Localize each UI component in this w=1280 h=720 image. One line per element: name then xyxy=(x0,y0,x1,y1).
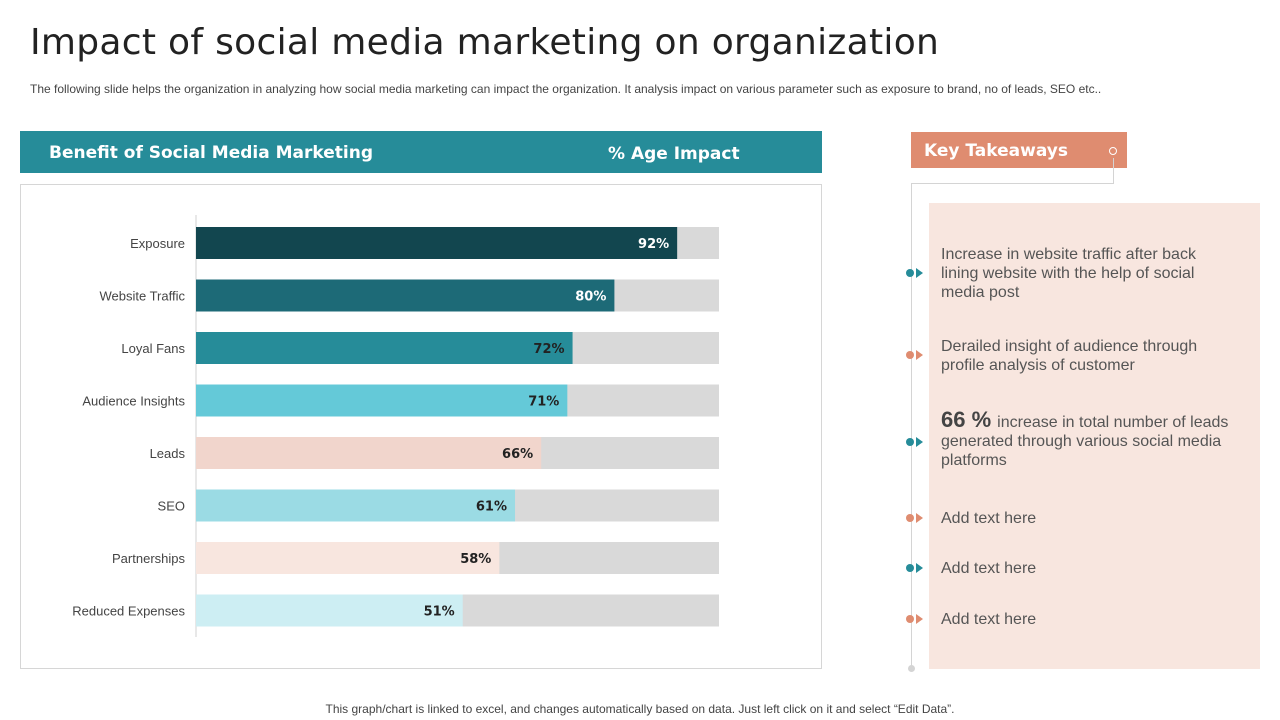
takeaway-item: Add text here xyxy=(941,559,1231,578)
bullet-arrow-icon xyxy=(916,513,923,523)
circle-connector-icon xyxy=(1109,147,1117,155)
category-label: Exposure xyxy=(130,236,185,251)
bar xyxy=(196,594,463,627)
category-label: Loyal Fans xyxy=(121,341,185,356)
page-subtitle: The following slide helps the organizati… xyxy=(30,82,1102,96)
key-takeaways-tab: Key Takeaways xyxy=(911,132,1127,168)
bullet-dot-icon xyxy=(906,438,914,446)
page-title: Impact of social media marketing on orga… xyxy=(30,22,940,63)
bullet-dot-icon xyxy=(906,269,914,277)
takeaway-text: Add text here xyxy=(941,611,1037,628)
bullet-marker-icon xyxy=(906,613,928,625)
bullet-dot-icon xyxy=(906,514,914,522)
chart-header-bar: Benefit of Social Media Marketing % Age … xyxy=(20,131,822,173)
bullet-marker-icon xyxy=(906,436,928,448)
takeaway-text: Add text here xyxy=(941,510,1037,527)
bullet-marker-icon xyxy=(906,349,928,361)
takeaway-text: increase in total number of leads genera… xyxy=(941,414,1229,469)
bullet-arrow-icon xyxy=(916,437,923,447)
bar xyxy=(196,279,615,312)
bar-chart[interactable]: Exposure 92% Website Traffic 80% Loyal Fans 7… xyxy=(20,184,822,669)
bar xyxy=(196,332,573,364)
chart-header-right-label: % Age Impact xyxy=(608,144,740,164)
connector-line-horizontal xyxy=(911,183,1114,184)
data-label: 71% xyxy=(528,395,559,410)
takeaway-item: 66 % increase in total number of leads ge… xyxy=(941,407,1231,470)
category-label: SEO xyxy=(158,499,185,514)
takeaway-item: Add text here xyxy=(941,610,1231,629)
takeaway-item: Derailed insight of audience through pro… xyxy=(941,337,1231,375)
bar xyxy=(196,384,568,417)
takeaway-item: Add text here xyxy=(941,509,1231,528)
bar xyxy=(196,437,542,469)
bullet-dot-icon xyxy=(906,351,914,359)
timeline-line xyxy=(911,183,912,667)
bar xyxy=(196,227,678,259)
takeaway-text: Increase in website traffic after back l… xyxy=(941,246,1196,301)
bullet-marker-icon xyxy=(906,512,928,524)
takeaway-text: Add text here xyxy=(941,560,1037,577)
bullet-arrow-icon xyxy=(916,350,923,360)
category-label: Audience Insights xyxy=(82,394,185,409)
category-label: Reduced Expenses xyxy=(72,604,185,619)
category-label: Partnerships xyxy=(112,551,185,566)
data-label: 92% xyxy=(638,237,669,252)
bar xyxy=(196,542,500,574)
bullet-arrow-icon xyxy=(916,563,923,573)
data-label: 61% xyxy=(476,500,507,515)
connector-line-vertical-short xyxy=(1113,158,1114,184)
key-takeaways-panel xyxy=(929,203,1260,669)
timeline-end-dot-icon xyxy=(908,665,915,672)
data-label: 72% xyxy=(533,342,564,357)
bullet-marker-icon xyxy=(906,267,928,279)
bullet-marker-icon xyxy=(906,562,928,574)
category-label: Website Traffic xyxy=(100,289,186,304)
chart-header-left-label: Benefit of Social Media Marketing xyxy=(49,143,374,163)
footer-note: This graph/chart is linked to excel, and… xyxy=(325,702,955,716)
bar xyxy=(196,489,516,522)
takeaway-item: Increase in website traffic after back l… xyxy=(941,245,1231,302)
bullet-arrow-icon xyxy=(916,268,923,278)
bullet-arrow-icon xyxy=(916,614,923,624)
category-label: Leads xyxy=(150,446,186,461)
data-label: 66% xyxy=(502,447,533,462)
data-label: 58% xyxy=(460,552,491,567)
key-takeaways-heading: Key Takeaways xyxy=(924,141,1068,161)
bullet-dot-icon xyxy=(906,615,914,623)
data-label: 80% xyxy=(575,290,606,305)
takeaway-highlight: 66 % xyxy=(941,407,992,432)
takeaway-text: Derailed insight of audience through pro… xyxy=(941,338,1198,374)
data-label: 51% xyxy=(424,605,455,620)
bar-chart-svg: Exposure 92% Website Traffic 80% Loyal Fans 7… xyxy=(72,215,719,637)
bullet-dot-icon xyxy=(906,564,914,572)
